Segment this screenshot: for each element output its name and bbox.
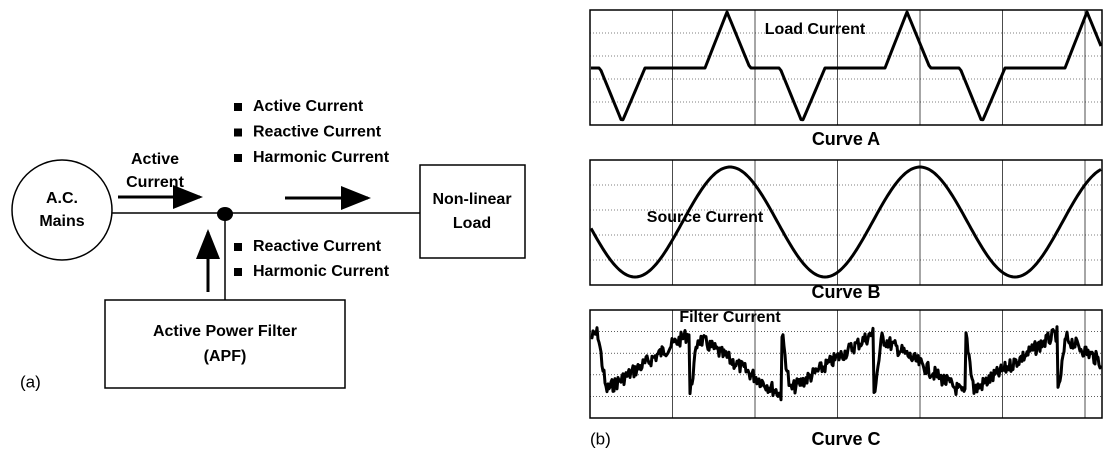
mains-label: A.C. (46, 190, 78, 207)
bullet (234, 103, 242, 111)
bullet (234, 243, 242, 251)
bullet (234, 154, 242, 162)
load-box (420, 165, 525, 258)
bullet-text: Harmonic Current (253, 149, 390, 166)
signal-label: Load Current (765, 21, 866, 38)
subfigure-label: (b) (590, 429, 611, 448)
bullet-text: Reactive Current (253, 124, 382, 141)
filter-box (105, 300, 345, 388)
load-label: Non-linear (432, 191, 511, 208)
mains-circle (12, 160, 112, 260)
input-label: Current (126, 174, 184, 191)
bullet-text: Active Current (253, 98, 364, 115)
page: {"diagram_a": {"source": {"line1": "A.C.… (0, 0, 1103, 451)
node (217, 207, 233, 221)
load-label: Load (453, 215, 491, 232)
subfigure-label: (a) (20, 372, 41, 391)
filter-label: Active Power Filter (153, 323, 297, 340)
bullet (234, 129, 242, 137)
bullet (234, 268, 242, 276)
curve-caption: Curve B (811, 282, 880, 302)
scope-frame (590, 310, 1102, 418)
mains-label: Mains (39, 213, 84, 230)
curve-caption: Curve C (811, 429, 880, 449)
signal-label: Source Current (647, 209, 764, 226)
signal-label: Filter Current (679, 309, 781, 326)
curve-caption: Curve A (812, 129, 880, 149)
input-label: Active (131, 151, 179, 168)
filter-label: (APF) (204, 348, 247, 365)
figure: A.C. Mains Active Current Non-linear Loa… (0, 0, 1103, 451)
waveform (591, 327, 1101, 400)
bullet-text: Harmonic Current (253, 263, 390, 280)
bullet-text: Reactive Current (253, 238, 382, 255)
